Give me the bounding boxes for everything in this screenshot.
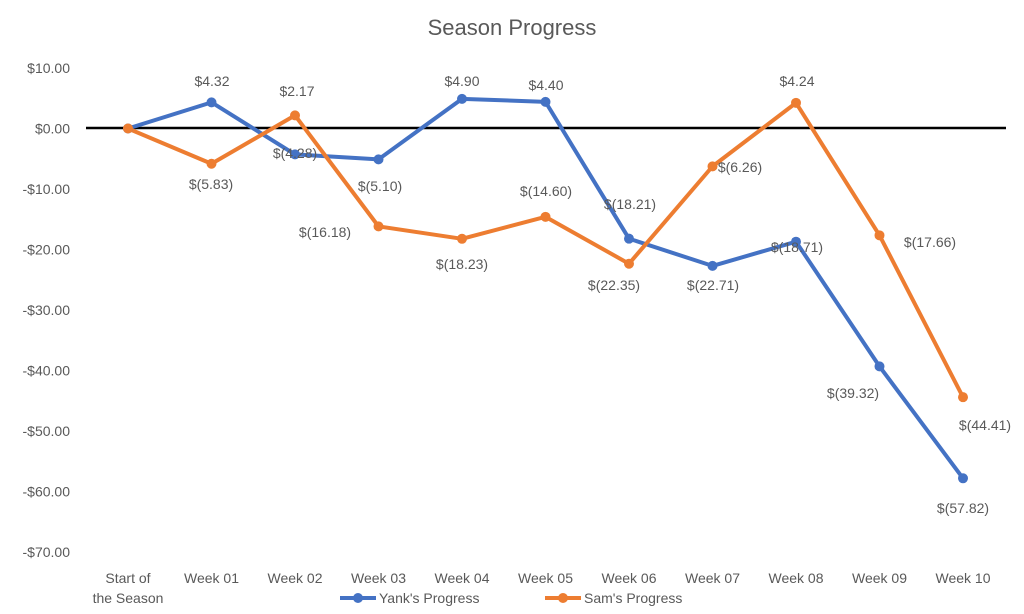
data-label: $(18.21) [604,196,656,212]
data-label: $(14.60) [520,183,572,199]
data-point [373,154,384,165]
data-point [123,123,133,134]
data-label: $(17.66) [904,234,956,250]
y-axis: $10.00 $0.00 -$10.00 -$20.00 -$30.00 -$40.00 -… [23,60,71,560]
y-tick-label: -$60.00 [23,484,71,500]
data-point [206,97,217,108]
data-label: $(57.82) [937,500,989,516]
data-point [457,233,467,244]
data-label: $2.17 [279,83,314,99]
data-label: $(5.83) [189,176,233,192]
data-point [874,361,885,372]
data-point [206,158,217,169]
data-label: $4.32 [194,73,229,89]
x-tick-label: Week 10 [936,570,991,586]
x-tick-label: Week 04 [435,570,490,586]
data-point [874,230,885,241]
data-point [791,97,801,108]
x-axis: Start of the Season Week 01 Week 02 Week 03 W… [93,570,991,606]
data-label: $(18.71) [771,239,823,255]
y-tick-label: -$30.00 [23,302,71,318]
data-label: $(16.18) [299,224,351,240]
x-tick-label: Week 07 [685,570,740,586]
y-tick-label: $10.00 [27,60,70,76]
series-layer [123,93,968,484]
data-point [290,110,300,121]
y-tick-label: -$70.00 [23,544,71,560]
data-point [624,233,634,244]
data-label: $(39.32) [827,385,879,401]
x-tick-label: Week 09 [852,570,907,586]
y-tick-label: -$50.00 [23,423,71,439]
data-point [707,161,718,172]
x-tick-label: Week 08 [769,570,824,586]
legend-label: Yank's Progress [379,590,479,606]
data-point [373,221,384,232]
data-label: $(22.71) [687,277,739,293]
legend-marker [353,593,363,603]
data-label: $(44.41) [959,417,1011,433]
data-point [540,96,551,107]
y-tick-label: -$40.00 [23,363,71,379]
data-label: $(22.35) [588,277,640,293]
data-point [624,258,634,269]
legend-item: Yank's Progress [340,590,479,606]
data-point [958,392,968,403]
x-tick-label: Week 01 [184,570,239,586]
data-label: $4.24 [779,73,814,89]
legend: Yank's Progress Sam's Progress [340,590,682,606]
y-tick-label: -$10.00 [23,181,71,197]
x-tick-label: Week 03 [351,570,406,586]
data-labels: $4.32 $(4.28) $(5.10) $4.90 $4.40 $(18.21) $(2… [189,73,1011,516]
y-tick-label: $0.00 [35,121,70,137]
data-point [290,149,300,160]
data-label: $(5.10) [358,178,402,194]
legend-marker [558,593,568,603]
data-point [457,93,467,104]
data-label: $(6.26) [718,159,762,175]
series-line [127,96,965,480]
data-label: $4.40 [528,77,563,93]
x-tick-label: Week 02 [268,570,323,586]
x-tick-label: Week 05 [518,570,573,586]
x-tick-label: Start of the Season [93,570,164,606]
data-label: $4.90 [444,73,479,89]
legend-item: Sam's Progress [545,590,682,606]
data-label: $(18.23) [436,256,488,272]
series-line [127,100,965,399]
chart-title: Season Progress [428,15,597,40]
y-tick-label: -$20.00 [23,242,71,258]
x-tick-label: Week 06 [602,570,657,586]
data-point [707,260,718,271]
data-point [958,473,968,484]
data-point [791,236,801,247]
legend-label: Sam's Progress [584,590,682,606]
data-label: $(4.28) [273,145,317,161]
data-point [540,211,551,222]
